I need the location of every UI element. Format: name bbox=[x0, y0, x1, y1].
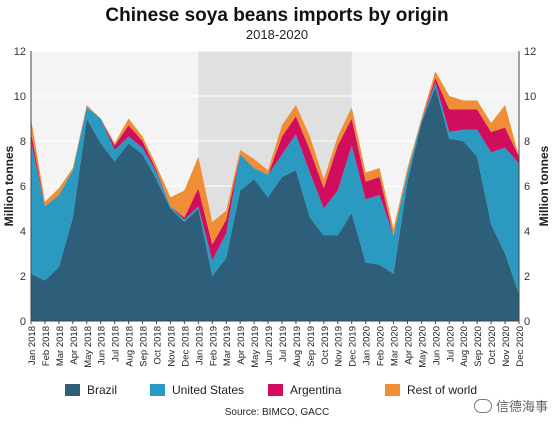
y-tick-label-left: 0 bbox=[20, 316, 26, 328]
x-tick-label: Jan 2019 bbox=[194, 326, 205, 365]
x-tick-label: Sep 2019 bbox=[306, 326, 317, 367]
y-tick-label-left: 4 bbox=[20, 226, 26, 238]
x-tick-label: Aug 2018 bbox=[125, 326, 136, 367]
x-tick-label: Aug 2019 bbox=[292, 326, 303, 367]
y-tick-label-right: 4 bbox=[524, 226, 530, 238]
y-tick-label-left: 2 bbox=[20, 271, 26, 283]
legend-swatch-united-states bbox=[150, 384, 165, 396]
legend: Brazil United States Argentina Rest of worl… bbox=[65, 383, 477, 397]
x-tick-label: Nov 2018 bbox=[166, 326, 177, 367]
x-tick-label: Jan 2020 bbox=[362, 326, 373, 365]
y-tick-label-right: 10 bbox=[524, 91, 536, 103]
x-tick-label: Jul 2020 bbox=[445, 326, 456, 362]
x-tick-label: Dec 2018 bbox=[180, 326, 191, 367]
x-tick-label: Dec 2020 bbox=[515, 326, 526, 367]
x-tick-label: Apr 2019 bbox=[236, 326, 247, 365]
y-tick-label-right: 12 bbox=[524, 46, 536, 58]
y-tick-label-left: 8 bbox=[20, 136, 26, 148]
x-tick-label: Apr 2020 bbox=[403, 326, 414, 365]
x-tick-label: Aug 2020 bbox=[459, 326, 470, 367]
x-tick-label: May 2020 bbox=[417, 326, 428, 368]
x-tick-label: Mar 2020 bbox=[390, 326, 401, 366]
y-tick-label-left: 6 bbox=[20, 181, 26, 193]
x-tick-label: Jun 2018 bbox=[97, 326, 108, 365]
chart-subtitle: 2018-2020 bbox=[246, 27, 308, 42]
x-tick-label: Oct 2018 bbox=[152, 326, 163, 365]
legend-label-united-states: United States bbox=[172, 383, 244, 397]
legend-swatch-brazil bbox=[65, 384, 80, 396]
x-tick-label: Sep 2020 bbox=[473, 326, 484, 367]
area-united-states bbox=[31, 82, 519, 294]
chat-bubble-icon bbox=[473, 398, 492, 413]
legend-label-rest-of-world: Rest of world bbox=[407, 383, 477, 397]
legend-swatch-rest-of-world bbox=[385, 384, 400, 396]
legend-label-brazil: Brazil bbox=[87, 383, 117, 397]
x-tick-label: Jun 2020 bbox=[431, 326, 442, 365]
x-tick-label: Oct 2019 bbox=[320, 326, 331, 365]
x-tick-label: Dec 2019 bbox=[348, 326, 359, 367]
y-tick-label-left: 12 bbox=[14, 46, 26, 58]
y-tick-label-left: 10 bbox=[14, 91, 26, 103]
y-tick-label-right: 6 bbox=[524, 181, 530, 193]
x-tick-label: Oct 2020 bbox=[487, 326, 498, 365]
y-axis-label-right: Million tonnes bbox=[537, 145, 551, 226]
x-tick-label: Nov 2020 bbox=[501, 326, 512, 367]
x-tick-label: Jul 2019 bbox=[278, 326, 289, 362]
y-tick-label-right: 8 bbox=[524, 136, 530, 148]
x-tick-label: Jun 2019 bbox=[264, 326, 275, 365]
watermark: 信德海事 bbox=[473, 396, 548, 415]
chart-source: Source: BIMCO, GACC bbox=[225, 407, 329, 418]
legend-label-argentina: Argentina bbox=[290, 383, 342, 397]
y-tick-label-right: 2 bbox=[524, 271, 530, 283]
y-axis-label-left: Million tonnes bbox=[2, 145, 16, 226]
x-tick-label: Mar 2019 bbox=[222, 326, 233, 366]
x-tick-label: Feb 2018 bbox=[41, 326, 52, 366]
x-tick-label: Feb 2019 bbox=[208, 326, 219, 366]
x-tick-label: Apr 2018 bbox=[69, 326, 80, 365]
x-tick-label: Jan 2018 bbox=[27, 326, 38, 365]
x-tick-label: Nov 2019 bbox=[334, 326, 345, 367]
x-tick-label: Mar 2018 bbox=[55, 326, 66, 366]
x-tick-label: May 2019 bbox=[250, 326, 261, 368]
x-tick-label: Jul 2018 bbox=[111, 326, 122, 362]
y-tick-label-right: 0 bbox=[524, 316, 530, 328]
chart-title: Chinese soya beans imports by origin bbox=[105, 5, 448, 26]
legend-swatch-argentina bbox=[268, 384, 283, 396]
x-tick-label: May 2018 bbox=[83, 326, 94, 368]
x-tick-label: Sep 2018 bbox=[139, 326, 150, 367]
area-brazil bbox=[31, 87, 519, 321]
watermark-text: 信德海事 bbox=[495, 399, 548, 414]
x-tick-label: Feb 2020 bbox=[376, 326, 387, 366]
